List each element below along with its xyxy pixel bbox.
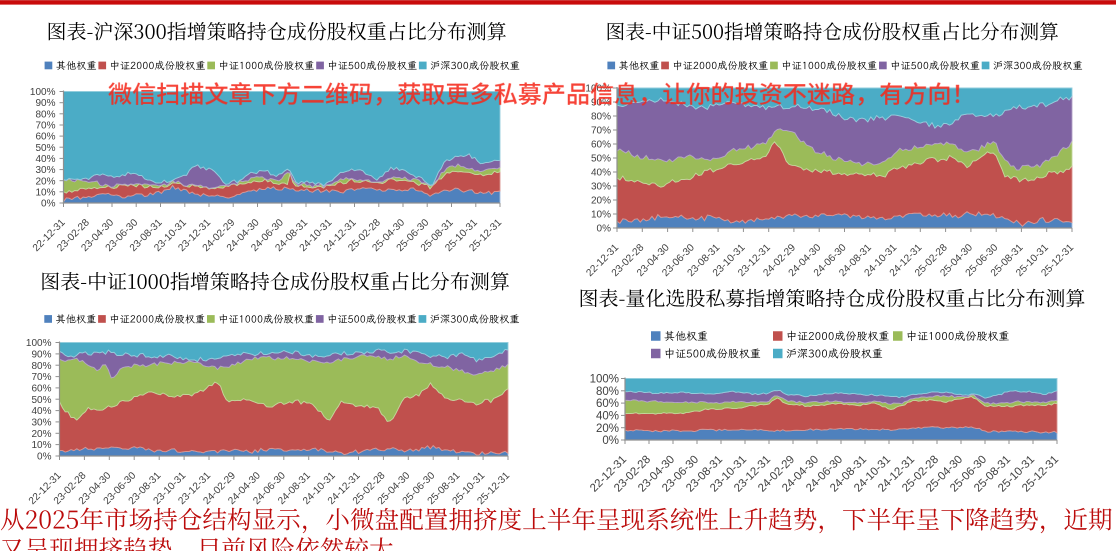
svg-text:60%: 60%: [596, 398, 619, 410]
svg-text:70%: 70%: [591, 126, 611, 137]
svg-text:100%: 100%: [30, 87, 56, 98]
svg-text:10%: 10%: [35, 187, 55, 198]
svg-text:100%: 100%: [26, 338, 52, 349]
svg-text:80%: 80%: [35, 109, 55, 120]
svg-text:30%: 30%: [35, 165, 55, 176]
svg-text:40%: 40%: [31, 406, 51, 417]
svg-text:70%: 70%: [35, 121, 55, 132]
svg-text:100%: 100%: [590, 374, 619, 386]
svg-text:20%: 20%: [35, 176, 55, 187]
svg-text:80%: 80%: [591, 112, 611, 123]
svg-text:50%: 50%: [35, 143, 55, 154]
svg-text:90%: 90%: [31, 350, 51, 361]
svg-text:30%: 30%: [591, 182, 611, 193]
svg-text:20%: 20%: [591, 196, 611, 207]
svg-text:60%: 60%: [591, 140, 611, 151]
svg-text:50%: 50%: [591, 154, 611, 165]
svg-text:10%: 10%: [31, 440, 51, 451]
svg-text:40%: 40%: [596, 411, 619, 423]
svg-text:0%: 0%: [602, 435, 619, 447]
svg-text:60%: 60%: [31, 384, 51, 395]
svg-text:50%: 50%: [31, 395, 51, 406]
svg-text:80%: 80%: [31, 361, 51, 372]
svg-text:60%: 60%: [35, 132, 55, 143]
svg-text:0%: 0%: [37, 452, 52, 463]
svg-text:0%: 0%: [597, 224, 612, 235]
svg-text:80%: 80%: [596, 386, 619, 398]
svg-text:90%: 90%: [35, 98, 55, 109]
svg-text:100%: 100%: [585, 84, 611, 95]
svg-text:0%: 0%: [41, 199, 56, 210]
svg-text:10%: 10%: [591, 210, 611, 221]
svg-text:20%: 20%: [596, 423, 619, 435]
svg-text:20%: 20%: [31, 429, 51, 440]
svg-text:70%: 70%: [31, 372, 51, 383]
svg-text:40%: 40%: [591, 168, 611, 179]
svg-text:40%: 40%: [35, 154, 55, 165]
svg-text:30%: 30%: [31, 418, 51, 429]
